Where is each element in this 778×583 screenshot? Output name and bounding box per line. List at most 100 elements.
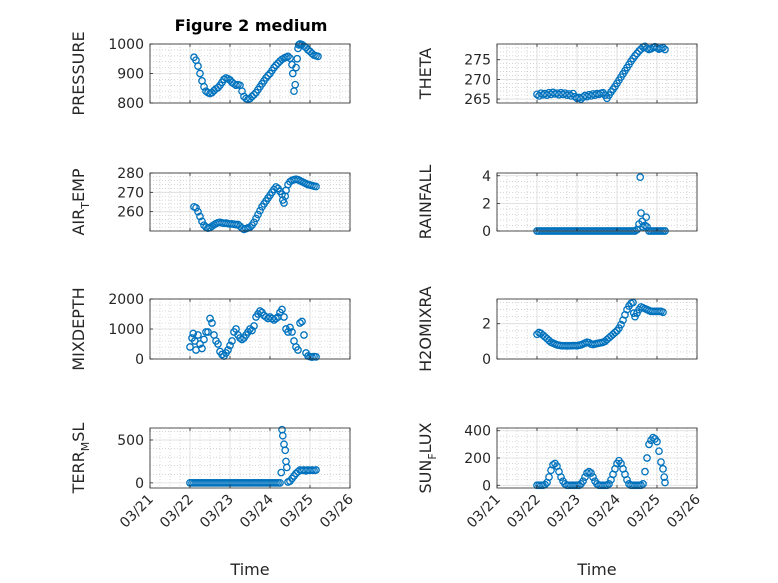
data-point — [186, 343, 194, 351]
subplot-theta: 265 270 275 THETA — [416, 42, 698, 108]
data-point — [214, 83, 222, 92]
y-axis-label: MIXDEPTH — [69, 287, 88, 370]
y-tick-label: 4 — [482, 169, 491, 185]
data-point — [264, 71, 272, 80]
data-point — [292, 63, 300, 72]
data-point — [256, 307, 264, 315]
subplot-air-temp: 260 270 280 AIRTEMP — [69, 166, 351, 236]
data-point — [254, 210, 262, 219]
y-axis-label-part: SL — [69, 423, 88, 442]
y-tick-label: 0 — [482, 352, 491, 368]
data-point — [192, 203, 200, 212]
data-point — [204, 328, 212, 336]
data-point — [661, 478, 669, 487]
data-point — [198, 217, 206, 226]
data-series — [186, 305, 320, 362]
data-point — [312, 182, 320, 191]
y-axis-label-part: TERR — [69, 451, 88, 494]
y-tick-label: 500 — [117, 433, 144, 449]
data-point — [256, 206, 264, 215]
data-point — [581, 473, 589, 481]
data-series — [533, 298, 667, 350]
data-point — [200, 82, 208, 91]
y-axis-label: PRESSURE — [69, 31, 88, 115]
data-point — [246, 94, 254, 103]
x-axis-label: Time — [576, 560, 616, 579]
data-point — [629, 309, 638, 317]
data-point — [196, 69, 204, 78]
data-point — [631, 51, 639, 60]
data-point — [300, 42, 308, 50]
subplot-mixdepth: 0 1000 2000 MIXDEPTH — [69, 287, 351, 371]
data-series — [533, 433, 669, 490]
y-axis-label-part: LUX — [416, 422, 435, 453]
y-tick-label: 800 — [117, 96, 144, 112]
y-axis-label: TERRMSL — [69, 423, 92, 495]
data-point — [657, 458, 665, 466]
data-point — [623, 475, 631, 484]
y-tick-label: 275 — [464, 53, 491, 69]
data-point — [296, 319, 304, 327]
data-point — [286, 323, 294, 332]
data-point — [200, 335, 208, 344]
data-point — [561, 89, 569, 98]
data-point — [641, 467, 649, 476]
data-point — [274, 59, 282, 68]
data-point — [579, 477, 587, 486]
data-point — [306, 47, 314, 56]
data-point — [278, 305, 286, 314]
data-point — [270, 63, 278, 72]
data-point — [250, 218, 258, 227]
y-tick-label: 900 — [117, 67, 144, 83]
axes-box — [149, 172, 351, 232]
y-tick-label: 2 — [482, 317, 491, 333]
data-point — [238, 335, 246, 344]
data-point — [224, 346, 232, 354]
subplot-rainfall: 0 2 4 RAINFALL — [416, 165, 698, 240]
data-point — [272, 61, 280, 70]
data-point — [189, 329, 198, 338]
y-tick-label: 265 — [464, 92, 491, 108]
y-axis-label-part: AIR — [69, 209, 88, 236]
y-tick-label: 400 — [464, 424, 491, 440]
data-point — [312, 353, 320, 361]
axes-box — [496, 172, 698, 232]
data-point — [293, 54, 302, 63]
data-point — [557, 473, 565, 481]
data-point — [276, 479, 284, 487]
data-point — [587, 469, 595, 477]
data-point — [280, 313, 288, 321]
data-point — [298, 317, 306, 326]
data-point — [645, 440, 653, 449]
y-tick-label: 1000 — [108, 322, 144, 338]
data-point — [252, 214, 260, 223]
data-point — [288, 328, 296, 336]
data-point — [218, 350, 226, 359]
subplot-pressure: 800 900 1000 PRESSURE — [69, 31, 351, 116]
data-point — [314, 52, 322, 61]
data-series — [186, 425, 320, 487]
data-point — [250, 90, 258, 99]
data-point — [291, 80, 300, 89]
y-axis-label-subscript: T — [79, 202, 92, 210]
data-point — [642, 213, 651, 222]
y-tick-label: 260 — [117, 205, 144, 221]
data-point — [300, 331, 308, 339]
y-tick-label: 0 — [482, 478, 491, 494]
data-point — [294, 346, 302, 354]
data-point — [611, 328, 619, 337]
data-point — [272, 314, 280, 323]
y-axis-label: AIRTEMP — [69, 168, 92, 235]
data-point — [655, 447, 663, 456]
y-axis-label-part: EMP — [69, 168, 88, 202]
data-point — [214, 340, 222, 348]
y-axis-label: THETA — [416, 48, 435, 100]
data-point — [198, 344, 206, 353]
figure-title: Figure 2 medium — [175, 16, 328, 35]
y-tick-label: 2 — [482, 196, 491, 212]
data-series — [533, 42, 669, 103]
data-point — [278, 431, 287, 440]
data-point — [284, 52, 292, 61]
subplot-h2omixra: 0 2 H2OMIXRA — [416, 286, 698, 372]
